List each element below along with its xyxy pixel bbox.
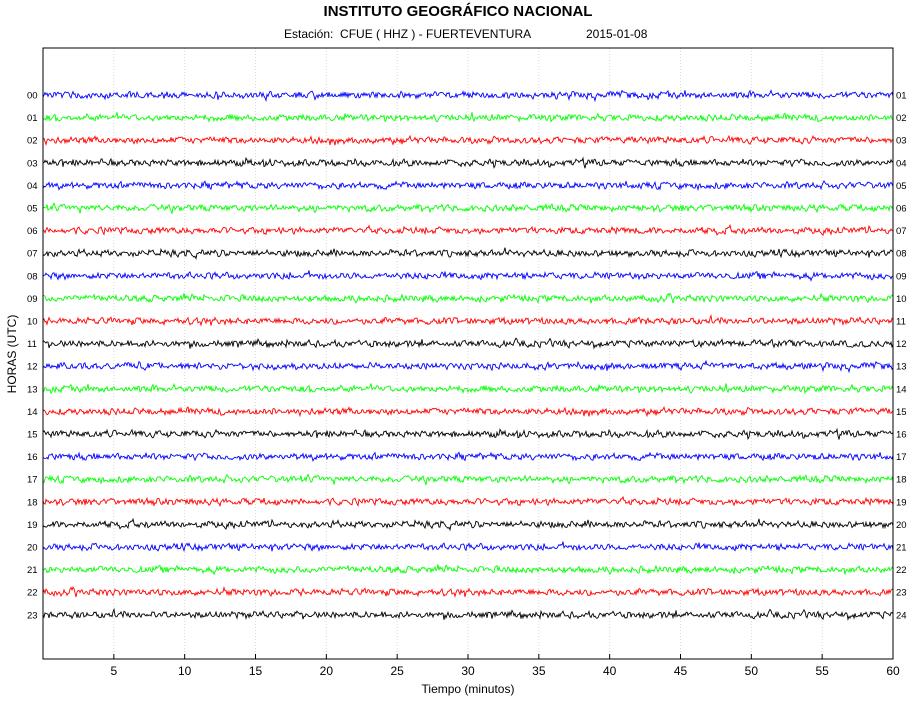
y-axis-label: HORAS (UTC) (5, 315, 19, 394)
hour-label-right: 15 (896, 407, 907, 418)
trace-hour-17 (42, 473, 894, 486)
x-tick-label: 10 (178, 664, 192, 678)
hour-label-right: 18 (896, 475, 907, 486)
x-tick-label: 60 (886, 664, 900, 678)
hour-label-left: 20 (27, 543, 38, 554)
hour-label-left: 15 (27, 430, 38, 441)
chart-title: INSTITUTO GEOGRÁFICO NACIONAL (323, 3, 593, 20)
x-axis-label: Tiempo (minutos) (422, 682, 515, 696)
x-tick-label: 45 (674, 664, 688, 678)
x-axis-ticks: 5 10 15 20 25 30 35 40 45 50 55 60 (110, 654, 900, 678)
trace-hour-16 (42, 451, 894, 462)
hour-label-left: 10 (27, 317, 38, 328)
hour-label-left: 23 (27, 610, 38, 621)
trace-hour-07 (42, 247, 894, 261)
trace-hour-09 (42, 292, 894, 304)
station-label: Estación: CFUE ( HHZ ) - FUERTEVENTURA (284, 27, 532, 41)
trace-hour-22 (42, 586, 894, 598)
trace-hour-14 (42, 405, 894, 418)
x-tick-label: 55 (815, 664, 829, 678)
hour-label-right: 24 (896, 610, 907, 621)
hour-label-right: 22 (896, 565, 907, 576)
hour-label-right: 09 (896, 271, 907, 282)
hour-label-right: 17 (896, 452, 907, 463)
trace-hour-19 (42, 517, 894, 532)
hour-label-left: 21 (27, 565, 38, 576)
hour-label-right: 08 (896, 249, 907, 260)
hour-label-left: 13 (27, 384, 38, 395)
x-tick-label: 35 (532, 664, 546, 678)
trace-hour-01 (42, 112, 894, 123)
hour-label-left: 16 (27, 452, 38, 463)
traces (42, 89, 894, 621)
hour-label-right: 05 (896, 181, 907, 192)
hour-label-right: 14 (896, 384, 907, 395)
trace-hour-08 (42, 270, 894, 282)
hour-label-right: 23 (896, 588, 907, 599)
hour-label-right: 11 (896, 317, 906, 328)
hour-label-right: 12 (896, 339, 907, 350)
trace-hour-05 (42, 202, 894, 214)
trace-hour-11 (42, 337, 894, 350)
hour-label-left: 12 (27, 362, 38, 373)
hour-label-right: 20 (896, 520, 907, 531)
hour-label-left: 01 (27, 113, 38, 124)
trace-hour-04 (42, 179, 894, 192)
hour-label-right: 02 (896, 113, 907, 124)
hour-label-right: 16 (896, 430, 907, 441)
x-tick-label: 5 (110, 664, 117, 678)
hour-label-left: 04 (27, 181, 38, 192)
hour-label-left: 14 (27, 407, 38, 418)
trace-hour-10 (42, 313, 894, 327)
chart-subtitle: Estación: CFUE ( HHZ ) - FUERTEVENTURA 2… (0, 27, 916, 43)
trace-hour-13 (42, 382, 894, 395)
hour-label-left: 11 (27, 339, 37, 350)
hour-label-left: 18 (27, 497, 38, 508)
hour-label-left: 06 (27, 226, 38, 237)
hour-label-left: 02 (27, 136, 38, 147)
hour-label-right: 06 (896, 204, 907, 215)
hour-label-right: 21 (896, 543, 907, 554)
hour-label-left: 22 (27, 588, 38, 599)
x-tick-label: 30 (461, 664, 475, 678)
hour-label-left: 08 (27, 271, 38, 282)
x-tick-label: 50 (745, 664, 759, 678)
hour-label-left: 17 (27, 475, 38, 486)
hour-labels: 00 01 01 02 02 03 03 04 04 05 05 06 06 07 07 08 08 09 09 10… (27, 91, 907, 622)
hour-label-right: 01 (896, 91, 907, 102)
hour-label-right: 13 (896, 362, 907, 373)
x-tick-label: 25 (390, 664, 404, 678)
hour-label-left: 19 (27, 520, 38, 531)
trace-hour-02 (42, 134, 894, 147)
trace-hour-03 (42, 156, 894, 169)
hour-label-left: 05 (27, 204, 38, 215)
trace-hour-15 (42, 427, 894, 441)
hour-label-right: 04 (896, 158, 907, 169)
hour-label-right: 07 (896, 226, 907, 237)
date-label: 2015-01-08 (586, 27, 648, 41)
x-tick-label: 20 (320, 664, 334, 678)
trace-hour-18 (42, 495, 894, 508)
hour-label-right: 03 (896, 136, 907, 147)
trace-hour-20 (42, 541, 894, 553)
x-tick-label: 40 (603, 664, 617, 678)
trace-hour-21 (42, 564, 894, 576)
hour-label-left: 03 (27, 158, 38, 169)
trace-hour-23 (42, 607, 894, 621)
hour-label-right: 10 (896, 294, 907, 305)
x-tick-label: 15 (249, 664, 263, 678)
trace-hour-06 (42, 223, 894, 237)
trace-hour-00 (42, 89, 894, 103)
hour-label-right: 19 (896, 497, 907, 508)
hour-label-left: 09 (27, 294, 38, 305)
trace-hour-12 (42, 359, 894, 374)
hour-label-left: 07 (27, 249, 38, 260)
hour-label-left: 00 (27, 91, 38, 102)
